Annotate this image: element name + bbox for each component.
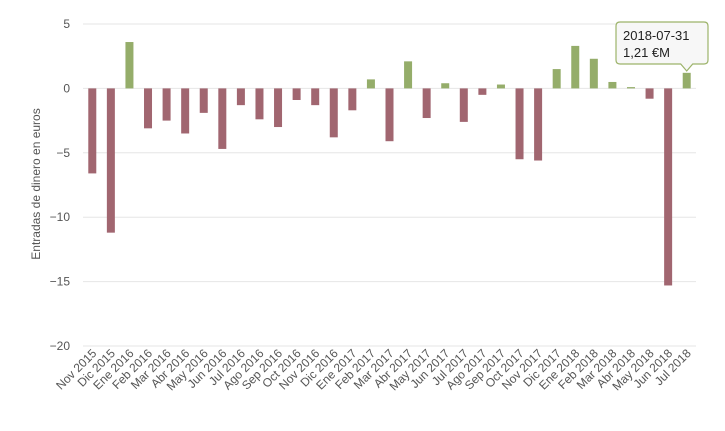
bar[interactable]	[162, 88, 171, 121]
grid-layer	[83, 23, 696, 347]
y-tick-label: −5	[56, 146, 70, 160]
bar[interactable]	[292, 88, 301, 100]
bar[interactable]	[645, 88, 654, 99]
bar[interactable]	[404, 61, 413, 89]
bar[interactable]	[589, 58, 598, 89]
bar[interactable]	[385, 88, 394, 142]
bar[interactable]	[88, 88, 97, 174]
bar[interactable]	[608, 81, 617, 89]
bar[interactable]	[441, 83, 450, 89]
bar[interactable]	[218, 88, 227, 149]
bars-layer	[88, 42, 691, 286]
bar[interactable]	[626, 87, 635, 89]
y-tick-label: 5	[63, 17, 70, 31]
bar[interactable]	[311, 88, 320, 106]
y-tick-label: −20	[50, 339, 71, 353]
bar[interactable]	[664, 88, 673, 286]
bar[interactable]	[329, 88, 338, 138]
y-tick-label: 0	[63, 81, 70, 95]
bar[interactable]	[348, 88, 357, 111]
tooltip-date: 2018-07-31	[623, 28, 690, 43]
bar[interactable]	[534, 88, 543, 161]
bar[interactable]	[125, 42, 134, 89]
y-tick-label: −15	[50, 275, 71, 289]
bar[interactable]	[422, 88, 431, 119]
tooltip-value: 1,21 €M	[623, 45, 670, 60]
bar[interactable]	[478, 88, 487, 95]
tooltip-box	[615, 21, 709, 72]
y-tick-label: −10	[50, 210, 71, 224]
bar[interactable]	[181, 88, 190, 134]
bar[interactable]	[106, 88, 115, 233]
bar[interactable]	[571, 45, 580, 89]
bar[interactable]	[682, 72, 691, 89]
bar[interactable]	[515, 88, 524, 160]
tooltip: 2018-07-31 1,21 €M	[615, 21, 709, 72]
bar[interactable]	[274, 88, 283, 128]
bar[interactable]	[459, 88, 468, 122]
y-axis-title: Entradas de dinero en euros	[29, 108, 43, 259]
bar[interactable]	[366, 79, 375, 89]
bar[interactable]	[199, 88, 208, 113]
bar[interactable]	[552, 69, 561, 89]
bar[interactable]	[496, 84, 505, 89]
bar[interactable]	[236, 88, 245, 106]
y-axis-ticks: 5 0 −5 −10 −15 −20	[50, 17, 71, 353]
bar[interactable]	[144, 88, 153, 129]
bar[interactable]	[255, 88, 264, 120]
